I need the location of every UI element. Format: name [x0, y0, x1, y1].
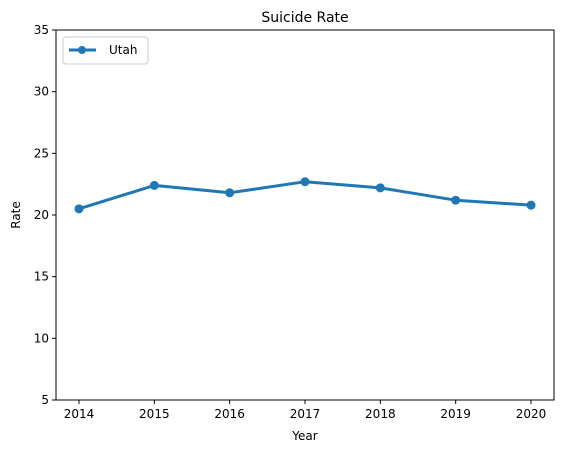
legend-box: [62, 36, 149, 65]
y-tick-label: 30: [34, 85, 49, 99]
x-tick-label: 2015: [139, 407, 170, 421]
x-tick-label: 2017: [290, 407, 321, 421]
series-layer: [74, 177, 536, 214]
legend-marker-utah: [78, 46, 86, 54]
x-axis-label: Year: [291, 429, 317, 443]
x-axis: 2014 2015 2016 2017 2018 2019 2020: [64, 400, 547, 421]
legend-label-utah: Utah: [109, 43, 137, 57]
y-axis-label: Rate: [9, 201, 23, 229]
data-point: [149, 180, 159, 190]
data-point: [375, 183, 385, 193]
y-tick-label: 20: [34, 208, 49, 222]
y-tick-label: 35: [34, 23, 49, 37]
y-tick-label: 25: [34, 146, 49, 160]
x-tick-label: 2020: [516, 407, 547, 421]
data-point: [225, 188, 235, 198]
data-point: [74, 204, 84, 214]
y-axis: 5 10 15 20 25 30 35: [34, 23, 56, 407]
plot-frame: [55, 29, 555, 401]
y-tick-label: 10: [34, 331, 49, 345]
x-tick-label: 2014: [64, 407, 95, 421]
data-point: [526, 200, 536, 210]
chart-title: Suicide Rate: [261, 10, 348, 26]
data-point: [300, 177, 310, 187]
x-tick-label: 2018: [365, 407, 396, 421]
y-tick-label: 15: [34, 270, 49, 284]
x-tick-label: 2016: [214, 407, 245, 421]
x-tick-label: 2019: [440, 407, 471, 421]
data-point: [451, 195, 461, 205]
legend: Utah: [62, 36, 149, 65]
y-tick-label: 5: [41, 393, 49, 407]
